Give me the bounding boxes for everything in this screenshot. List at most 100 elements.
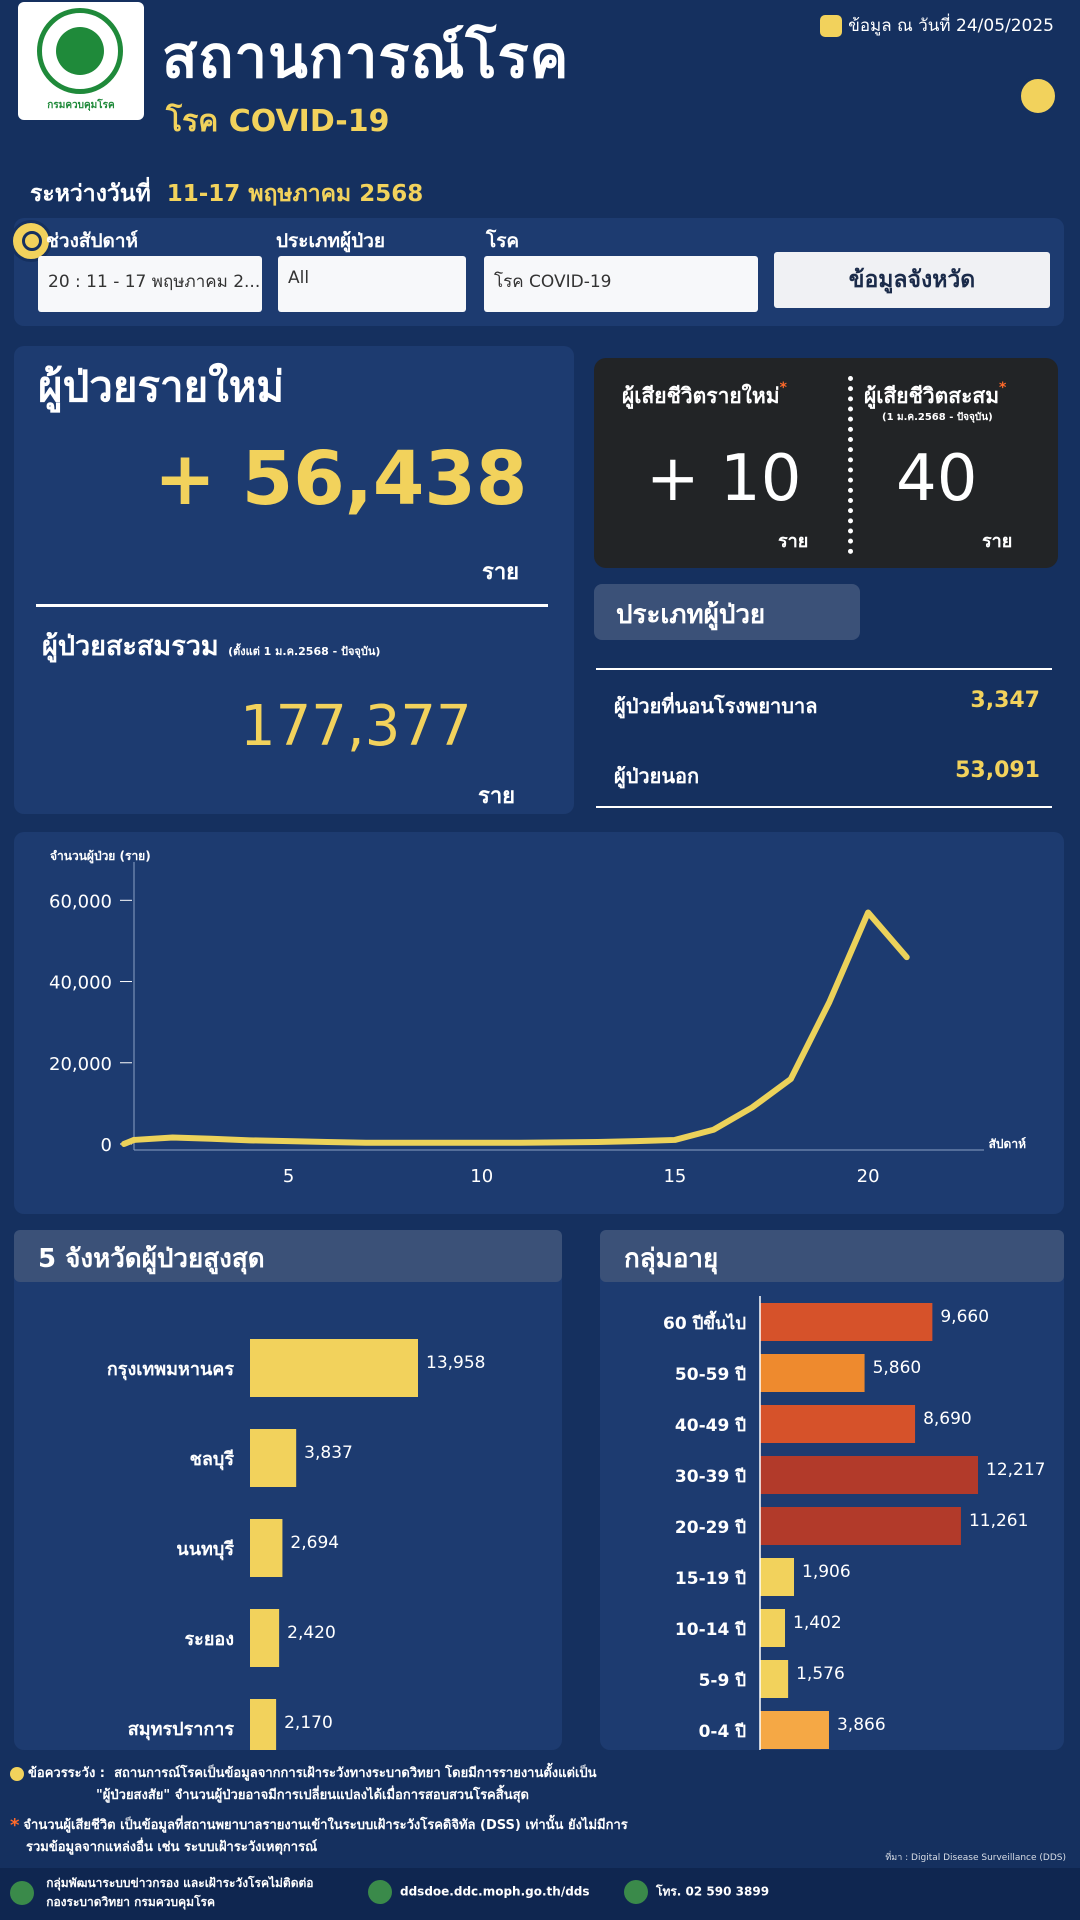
value-label: 12,217 [986,1460,1045,1480]
outpatient-value: 53,091 [955,758,1040,783]
globe-icon [368,1880,392,1904]
value-label: 13,958 [426,1353,485,1373]
value-label: 2,170 [284,1713,333,1733]
bar [760,1456,978,1494]
y-axis-label: จำนวนผู้ป่วย (ราย) [50,849,151,864]
new-cases-unit: ราย [482,560,520,585]
cum-deaths-label: ผู้เสียชีวิตสะสม* [864,380,1007,408]
category-label: 0-4 ปี [699,1721,747,1742]
cum-deaths-value: 40 [896,442,978,516]
footer-bar: กลุ่มพัฒนาระบบข่าวกรอง และเฝ้าระวังโรคไม… [0,1868,1080,1920]
weekly-cases-chart-panel: จำนวนผู้ป่วย (ราย) 0 20,000 40,000 60,000 5 10… [14,832,1064,1214]
bar [250,1519,283,1577]
deaths-note: * จำนวนผู้เสียชีวิต เป็นข้อมูลที่สถานพยาบ… [10,1815,628,1836]
category-label: สมุทรปราการ [128,1719,235,1741]
caution-note-line2: "ผู้ป่วยสงสัย" จำนวนผู้ป่วยอาจมีการเปลี่… [96,1788,529,1803]
cases-series-line [131,909,910,1146]
category-label: 15-19 ปี [675,1568,746,1589]
category-label: ระยอง [185,1629,234,1650]
value-label: 1,576 [796,1664,845,1684]
cumulative-label: ผู้ป่วยสะสมรวม (ตั้งแต่ 1 ม.ค.2568 - ปัจ… [42,631,381,662]
value-label: 1,906 [802,1562,851,1582]
logo-emblem-icon [37,8,123,94]
dotted-divider [848,376,853,554]
calendar-icon [820,15,843,37]
disease-filter-label: โรค [486,230,520,252]
new-cases-label: ผู้ป่วยรายใหม่ [38,362,285,411]
bar [760,1711,829,1749]
deaths-box: ผู้เสียชีวิตรายใหม่* + 10 ราย ผู้เสียชีว… [594,358,1058,568]
org-info: กลุ่มพัฒนาระบบข่าวกรอง และเฝ้าระวังโรคไม… [10,1874,314,1912]
update-date: ข้อมูล ณ วันที่ 24/05/2025 [820,12,1054,39]
bar [760,1303,933,1341]
bar [760,1405,916,1443]
bar [250,1699,277,1750]
website-link[interactable]: ddsdoe.ddc.moph.go.th/dds [368,1880,590,1904]
category-label: 40-49 ปี [675,1415,746,1436]
category-label: 5-9 ปี [699,1670,747,1691]
x-tick-label: 20 [857,1166,880,1187]
deaths-note-line2: รวมข้อมูลจากแหล่งอื่น เช่น ระบบเฝ้าระวัง… [26,1840,318,1855]
cumulative-value: 177,377 [240,694,472,759]
week-filter-label: ช่วงสัปดาห์ [46,230,139,252]
x-tick-label: 15 [663,1166,686,1187]
category-label: 60 ปีขึ้นไป [663,1310,746,1334]
new-cases-value: + 56,438 [154,436,528,522]
disease-select[interactable]: โรค COVID-19 [484,256,758,312]
category-label: ชลบุรี [190,1449,235,1471]
category-label: 10-14 ปี [675,1619,746,1640]
value-label: 11,261 [969,1511,1028,1531]
province-data-button[interactable]: ข้อมูลจังหวัด [774,252,1050,308]
new-cases-panel: ผู้ป่วยรายใหม่ + 56,438 ราย ผู้ป่วยสะสมร… [14,346,574,814]
value-label: 3,866 [837,1715,886,1735]
week-select[interactable]: 20 : 11 - 17 พฤษภาคม 2... [38,256,262,312]
patient-type-line [596,668,1052,670]
value-label: 8,690 [923,1409,972,1429]
asterisk-icon: * [10,1815,20,1836]
bar [760,1558,795,1596]
outpatient-label: ผู้ป่วยนอก [614,764,700,788]
search-icon [10,220,52,262]
pointer-click-icon [1018,76,1058,116]
caution-note: ข้อควรระวัง : สถานการณ์โรคเป็นข้อมูลจากก… [10,1762,597,1783]
cum-deaths-unit: ราย [982,531,1013,552]
category-label: นนทบุรี [176,1539,234,1561]
inpatient-label: ผู้ป่วยที่นอนโรงพยาบาล [614,694,818,718]
age-groups-panel: กลุ่มอายุ 60 ปีขึ้นไป 9,660 50-59 ปี 5,860 4… [600,1230,1064,1750]
x-tick-label: 10 [470,1166,493,1187]
age-groups-title: กลุ่มอายุ [600,1230,1064,1282]
value-label: 3,837 [304,1443,353,1463]
bar [760,1354,865,1392]
category-label: 20-29 ปี [675,1517,746,1538]
page-subtitle: โรค COVID-19 [166,104,390,139]
top-provinces-panel: 5 จังหวัดผู้ป่วยสูงสุด กรุงเทพมหานคร 13,9… [14,1230,562,1750]
x-axis-label: สัปดาห์ [989,1137,1026,1151]
inpatient-value: 3,347 [970,688,1040,713]
patient-type-select[interactable]: All [278,256,466,312]
weekly-cases-line-chart: จำนวนผู้ป่วย (ราย) 0 20,000 40,000 60,000 5 10… [49,849,1026,1187]
patient-type-line-bottom [596,806,1052,808]
category-label: 50-59 ปี [675,1364,746,1385]
value-label: 5,860 [873,1358,922,1378]
data-source: ที่มา : Digital Disease Surveillance (DD… [885,1853,1066,1863]
filter-bar: ช่วงสัปดาห์ 20 : 11 - 17 พฤษภาคม 2... ปร… [10,218,1064,326]
category-label: 30-39 ปี [675,1466,746,1487]
patient-type-title: ประเภทผู้ป่วย [594,584,860,640]
bar [760,1660,789,1698]
warning-icon [10,1766,24,1781]
bar [250,1339,418,1397]
top-provinces-bar-chart: กรุงเทพมหานคร 13,958 ชลบุรี 3,837 นนทบุรี 2,6… [107,1339,485,1750]
x-tick-label: 5 [283,1166,294,1187]
y-tick-label: 40,000 [49,973,112,994]
org-icon [10,1881,34,1905]
value-label: 2,420 [287,1623,336,1643]
value-label: 2,694 [290,1533,339,1553]
cumulative-unit: ราย [478,784,516,809]
page-title: สถานการณ์โรค [162,23,570,91]
phone-icon [624,1880,648,1904]
new-deaths-value: + 10 [646,442,802,516]
y-tick-label: 0 [101,1135,112,1156]
new-deaths-label: ผู้เสียชีวิตรายใหม่* [622,380,787,408]
bar [250,1609,280,1667]
y-tick-label: 20,000 [49,1054,112,1075]
